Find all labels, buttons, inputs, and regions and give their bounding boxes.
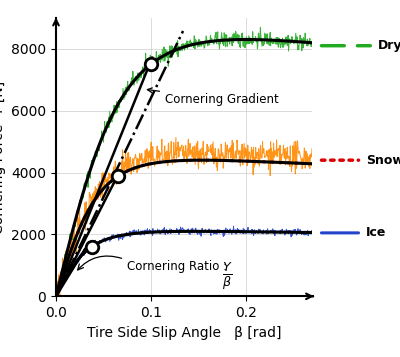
X-axis label: Tire Side Slip Angle   β [rad]: Tire Side Slip Angle β [rad] bbox=[87, 326, 281, 340]
Text: $\frac{Y}{\beta}$: $\frac{Y}{\beta}$ bbox=[222, 260, 232, 292]
Text: Snow: Snow bbox=[366, 154, 400, 167]
Text: Dry: Dry bbox=[378, 39, 400, 52]
Y-axis label: Cornering Force  Y [N]: Cornering Force Y [N] bbox=[0, 81, 6, 233]
Text: Cornering Gradient: Cornering Gradient bbox=[147, 88, 279, 106]
Text: Cornering Ratio :: Cornering Ratio : bbox=[127, 260, 231, 273]
Text: Ice: Ice bbox=[366, 226, 386, 240]
